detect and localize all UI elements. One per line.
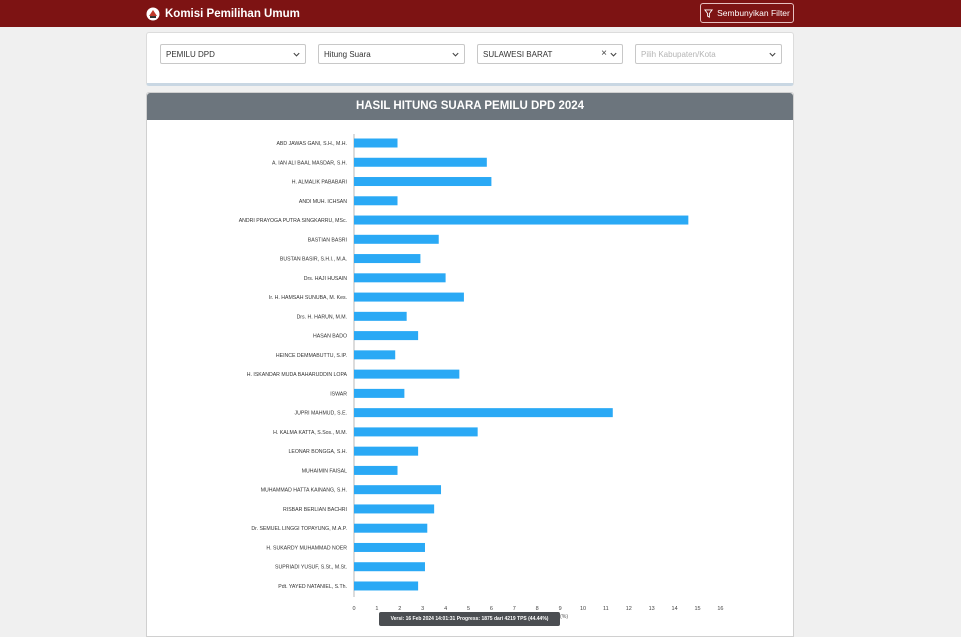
bar	[354, 369, 460, 379]
category-label: Dr. SEMUEL LINGGI TOPAYUNG, M.A.P.	[251, 526, 347, 532]
category-label: BUSTAN BASIR, S.H.I., M.A.	[280, 257, 347, 263]
category-label: JUPRI MAHMUD, S.E.	[295, 411, 347, 417]
regency-select[interactable]: Pilih Kabupaten/Kota	[635, 44, 782, 64]
bar	[354, 485, 442, 495]
category-label: H. SUKARDY MUHAMMAD NOER	[266, 545, 347, 551]
chart-title: HASIL HITUNG SUARA PEMILU DPD 2024	[147, 93, 793, 120]
election-type-value: PEMILU DPD	[166, 49, 215, 59]
bar	[354, 157, 487, 167]
bar	[354, 465, 398, 475]
x-tick-label: 15	[694, 606, 700, 612]
kpu-logo-icon	[146, 7, 160, 20]
bar	[354, 177, 492, 187]
category-label: Drs. H. HARUN, M.M.	[297, 314, 347, 320]
bar	[354, 196, 398, 206]
x-tick-label: 1	[375, 606, 378, 612]
category-label: MUHAIMIN FAISAL	[302, 468, 347, 474]
top-navbar: Komisi Pemilihan Umum Sembunyikan Filter	[0, 0, 961, 27]
bar	[354, 388, 405, 398]
app-title: Komisi Pemilihan Umum	[165, 7, 300, 20]
bar	[354, 292, 464, 302]
x-tick-label: 10	[580, 606, 586, 612]
election-type-select[interactable]: PEMILU DPD	[160, 44, 306, 64]
bar	[354, 331, 419, 341]
province-select[interactable]: SULAWESI BARAT ×	[477, 44, 623, 64]
category-label: A. IAN ALI BAAL MASDAR, S.H.	[272, 160, 347, 166]
category-label: HEINCE DEMMABUTTU, S.IP.	[276, 353, 347, 359]
bar	[354, 350, 396, 360]
category-label: ANDRI PRAYOGA PUTRA SINGKARRU, MSc.	[239, 218, 347, 224]
regency-placeholder: Pilih Kabupaten/Kota	[641, 49, 716, 59]
bar	[354, 254, 421, 264]
bar	[354, 562, 425, 572]
category-label: ANDI MUH. ICHSAN	[299, 199, 347, 205]
count-type-value: Hitung Suara	[324, 49, 371, 59]
filter-icon	[704, 8, 714, 18]
bar	[354, 581, 419, 591]
bar	[354, 273, 446, 283]
x-tick-label: 2	[398, 606, 401, 612]
category-label: LEONAR BONGGA, S.H.	[288, 449, 347, 455]
category-label: Ir. H. HAMSAH SUNUBA, M. Kes.	[269, 295, 347, 301]
count-type-select[interactable]: Hitung Suara	[318, 44, 465, 64]
x-tick-label: 8	[536, 606, 539, 612]
version-progress-badge: Versi: 16 Feb 2024 14:01:31 Progress: 18…	[379, 612, 560, 626]
category-label: RISBAR BERLIAN BACHRI	[283, 507, 347, 513]
category-label: HASAN BADO	[313, 334, 347, 340]
category-label: H. KALMA KATTA, S.Sos., M.M.	[273, 430, 347, 436]
chevron-down-icon	[452, 52, 459, 57]
filter-panel: PEMILU DPD Hitung Suara SULAWESI BARAT ×…	[146, 32, 794, 86]
category-label: SUPRIADI YUSUF, S.St., M.St.	[275, 565, 347, 571]
category-label: ISWAR	[330, 391, 347, 397]
category-label: MUHAMMAD HATTA KAINANG, S.H.	[261, 488, 347, 494]
bar	[354, 427, 478, 437]
clear-selection-icon[interactable]: ×	[601, 48, 607, 59]
province-value: SULAWESI BARAT	[483, 49, 553, 59]
x-tick-label: 13	[649, 606, 655, 612]
bar	[354, 215, 689, 225]
bar	[354, 234, 439, 244]
brand[interactable]: Komisi Pemilihan Umum	[146, 5, 300, 22]
bar	[354, 408, 613, 418]
chevron-down-icon	[769, 52, 776, 57]
bar	[354, 542, 425, 552]
bar	[354, 446, 419, 456]
category-label: Pdt. YAYED NATANIEL, S.Th.	[278, 584, 347, 590]
chevron-down-icon	[293, 52, 300, 57]
x-tick-label: 14	[672, 606, 678, 612]
bar	[354, 504, 435, 514]
x-tick-label: 9	[559, 606, 562, 612]
x-tick-label: 7	[513, 606, 516, 612]
category-label: ABD JAWAS GANI, S.H., M.H.	[276, 141, 347, 147]
x-tick-label: 12	[626, 606, 632, 612]
toggle-filter-button[interactable]: Sembunyikan Filter	[700, 3, 794, 23]
category-label: BASTIAN BASRI	[308, 237, 347, 243]
category-label: H. ISKANDAR MUDA BAHARUDDIN LOPA	[247, 372, 348, 378]
x-tick-label: 3	[421, 606, 424, 612]
category-label: H. ALMALIK PABABARI	[292, 180, 347, 186]
bar	[354, 138, 398, 148]
x-axis-unit-label: (%)	[560, 614, 568, 620]
bar	[354, 523, 428, 533]
x-tick-label: 6	[490, 606, 493, 612]
toggle-filter-label: Sembunyikan Filter	[717, 8, 790, 18]
x-tick-label: 5	[467, 606, 470, 612]
x-tick-label: 11	[603, 606, 609, 612]
x-tick-label: 16	[717, 606, 723, 612]
bar	[354, 311, 407, 321]
x-tick-label: 0	[352, 606, 355, 612]
x-tick-label: 4	[444, 606, 447, 612]
category-label: Drs. HAJI HUSAIN	[304, 276, 347, 282]
chevron-down-icon	[610, 52, 617, 57]
